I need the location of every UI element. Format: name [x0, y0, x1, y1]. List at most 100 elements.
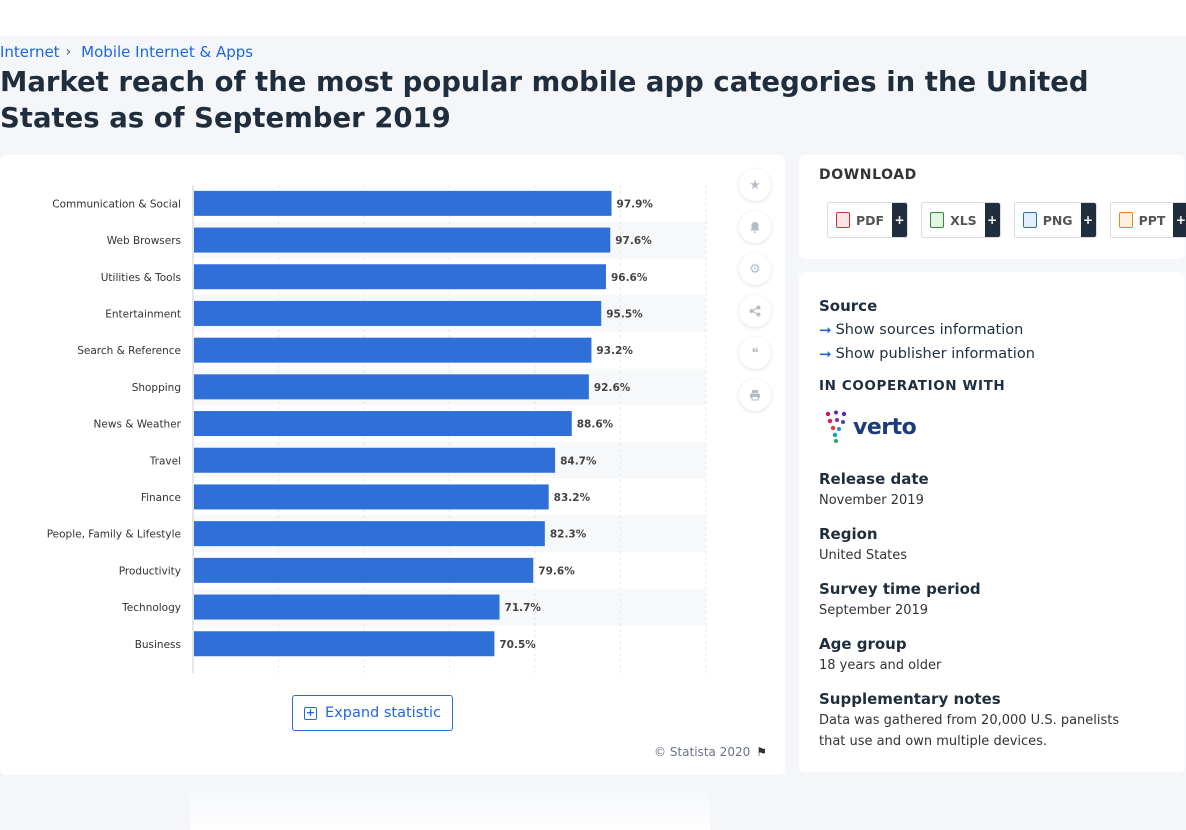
region-value: United States — [819, 548, 908, 563]
download-xls-more[interactable]: + — [984, 203, 1000, 237]
chart-actions: ★ ⚙ ❝ — [739, 169, 771, 411]
download-ppt-label: PPT — [1138, 212, 1166, 228]
arrow-right-icon: ➞ — [819, 321, 832, 339]
expand-label: Expand statistic — [325, 705, 441, 721]
category-label: News & Weather — [94, 419, 182, 431]
download-xls-label: XLS — [950, 212, 977, 228]
bar-0 — [194, 190, 612, 216]
show-publisher-label: Show publisher information — [835, 346, 1035, 362]
verto-logo[interactable]: verto — [825, 410, 917, 444]
bar-5 — [194, 374, 589, 400]
download-ppt-button[interactable]: PPT + — [1109, 202, 1186, 238]
release-date-value: November 2019 — [819, 493, 924, 508]
arrow-right-icon: ➞ — [819, 345, 832, 363]
bar-4 — [194, 337, 592, 363]
bar-11 — [194, 594, 500, 620]
region-heading: Region — [819, 525, 878, 543]
category-label: Web Browsers — [107, 235, 181, 247]
pdf-file-icon — [836, 212, 850, 228]
page-title: Market reach of the most popular mobile … — [0, 66, 1089, 134]
category-label: Finance — [141, 492, 181, 504]
value-label: 92.6% — [594, 382, 631, 394]
cooperation-heading: IN COOPERATION WITH — [819, 378, 1006, 394]
bar-7 — [194, 447, 556, 473]
flag-icon[interactable]: ⚑ — [756, 745, 767, 759]
top-bar — [0, 0, 1186, 36]
png-file-icon — [1022, 212, 1037, 228]
bar-2 — [194, 264, 606, 290]
category-label: Productivity — [119, 565, 181, 577]
show-sources-link[interactable]: ➞ Show sources information — [819, 321, 1023, 339]
category-label: Business — [135, 639, 181, 651]
bar-6 — [194, 411, 572, 437]
bar-10 — [194, 557, 534, 583]
breadcrumb-item-internet[interactable]: Internet — [0, 43, 60, 61]
breadcrumb-separator: › — [65, 44, 72, 60]
info-card: Source ➞ Show sources information ➞ Show… — [799, 272, 1185, 772]
value-label: 95.5% — [606, 308, 643, 320]
chart-card: Communication & Social 97.9% Web Browsers 9… — [0, 155, 785, 830]
download-pdf-button[interactable]: PDF + — [827, 202, 909, 238]
value-label: 97.9% — [617, 198, 654, 210]
supplementary-notes-value: Data was gathered from 20,000 U.S. panel… — [819, 713, 1120, 749]
bell-icon[interactable] — [739, 211, 771, 243]
download-png-label: PNG — [1042, 212, 1073, 228]
gear-icon[interactable]: ⚙ — [739, 253, 771, 285]
download-title: DOWNLOAD — [819, 167, 917, 183]
value-label: 93.2% — [596, 345, 633, 357]
star-icon[interactable]: ★ — [739, 169, 771, 201]
survey-period-value: September 2019 — [819, 603, 929, 618]
copyright-text[interactable]: © Statista 2020 — [654, 745, 751, 759]
value-label: 70.5% — [499, 639, 536, 651]
release-date-heading: Release date — [819, 470, 929, 488]
value-label: 96.6% — [611, 272, 648, 284]
age-group-heading: Age group — [819, 635, 907, 653]
bar-1 — [194, 227, 611, 253]
download-ppt-more[interactable]: + — [1173, 203, 1186, 237]
ppt-file-icon — [1118, 212, 1133, 228]
copyright: © Statista 2020 ⚑ — [654, 745, 767, 759]
download-xls-button[interactable]: XLS + — [921, 202, 1001, 238]
age-group-value: 18 years and older — [819, 658, 942, 673]
breadcrumb-item-mobile-internet[interactable]: Mobile Internet & Apps — [81, 43, 254, 61]
share-icon[interactable] — [739, 295, 771, 327]
value-label: 88.6% — [577, 419, 614, 431]
chart-fade-overlay — [190, 785, 710, 830]
category-label: Search & Reference — [77, 345, 181, 357]
value-label: 79.6% — [538, 565, 575, 577]
download-png-more[interactable]: + — [1080, 203, 1096, 237]
quote-icon[interactable]: ❝ — [739, 337, 771, 369]
bar-3 — [194, 300, 602, 326]
verto-logo-text: verto — [853, 414, 917, 440]
print-icon[interactable] — [739, 379, 771, 411]
download-card: DOWNLOAD PDF + XLS + PNG + PPT + — [799, 155, 1186, 259]
download-buttons: PDF + XLS + PNG + PPT + — [827, 202, 1186, 238]
show-publisher-link[interactable]: ➞ Show publisher information — [819, 345, 1035, 363]
download-pdf-label: PDF — [856, 212, 885, 228]
category-label: People, Family & Lifestyle — [47, 529, 181, 541]
value-label: 97.6% — [615, 235, 652, 247]
bar-9 — [194, 521, 545, 547]
expand-plus-icon: + — [304, 705, 318, 720]
bar-8 — [194, 484, 549, 510]
expand-statistic-button[interactable]: + Expand statistic — [292, 695, 453, 731]
value-label: 83.2% — [554, 492, 591, 504]
bar-chart: Communication & Social 97.9% Web Browsers 9… — [47, 185, 707, 674]
value-label: 82.3% — [550, 529, 587, 541]
source-heading: Source — [819, 297, 878, 315]
category-label: Travel — [149, 455, 181, 467]
download-png-button[interactable]: PNG + — [1013, 202, 1097, 238]
show-sources-label: Show sources information — [835, 322, 1024, 338]
category-label: Technology — [121, 602, 181, 614]
xls-file-icon — [930, 212, 945, 228]
supplementary-notes-heading: Supplementary notes — [819, 690, 1001, 708]
category-label: Shopping — [132, 382, 181, 394]
category-label: Communication & Social — [52, 198, 181, 210]
survey-period-heading: Survey time period — [819, 580, 981, 598]
bar-12 — [194, 631, 495, 657]
value-label: 84.7% — [560, 455, 597, 467]
value-label: 71.7% — [505, 602, 542, 614]
download-pdf-more[interactable]: + — [892, 203, 908, 237]
verto-logo-mark — [825, 410, 847, 443]
category-label: Entertainment — [105, 308, 181, 320]
